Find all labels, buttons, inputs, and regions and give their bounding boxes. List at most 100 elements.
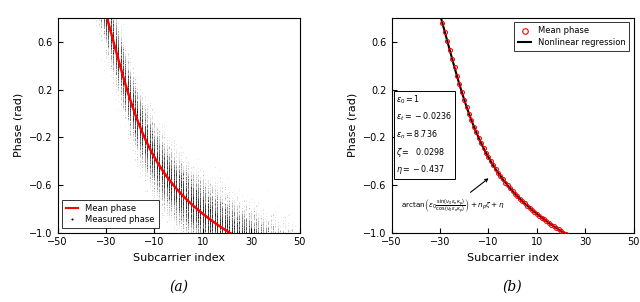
Point xyxy=(166,169,177,174)
Point xyxy=(106,29,116,34)
Point xyxy=(164,175,174,179)
Point xyxy=(236,241,246,246)
Point xyxy=(169,188,179,193)
Point xyxy=(103,20,113,24)
Point xyxy=(169,168,179,173)
Point xyxy=(179,191,189,196)
Point xyxy=(287,263,298,268)
Point xyxy=(157,165,167,170)
Point xyxy=(152,185,162,190)
Point xyxy=(278,253,288,258)
Point xyxy=(171,194,181,199)
Point xyxy=(191,189,201,194)
Point xyxy=(266,247,276,252)
Point xyxy=(241,248,252,252)
Point xyxy=(96,5,106,9)
Point xyxy=(145,132,155,137)
Point xyxy=(227,213,237,217)
Point xyxy=(217,256,227,261)
Point xyxy=(246,260,257,265)
Point xyxy=(222,223,232,228)
Point xyxy=(282,260,292,265)
Point xyxy=(200,211,211,216)
Point xyxy=(166,169,177,174)
Point xyxy=(96,9,106,14)
Point xyxy=(229,209,239,214)
Point xyxy=(234,224,244,229)
Point xyxy=(125,91,135,96)
Point xyxy=(166,192,177,197)
Point xyxy=(140,143,150,148)
Point xyxy=(118,46,128,51)
Point xyxy=(180,198,191,202)
Point xyxy=(200,209,211,214)
Point xyxy=(180,228,191,233)
Point xyxy=(273,251,283,256)
Point xyxy=(248,226,259,231)
Point xyxy=(294,271,305,276)
Point xyxy=(232,212,242,217)
Point xyxy=(195,194,205,199)
Point xyxy=(140,159,150,164)
Point xyxy=(248,243,259,247)
Point xyxy=(176,195,186,200)
Point xyxy=(96,5,106,10)
Point xyxy=(268,252,278,256)
Point xyxy=(113,48,124,53)
Point xyxy=(135,108,145,113)
Point xyxy=(113,88,124,93)
Point xyxy=(123,94,133,99)
Point xyxy=(186,217,196,222)
Point xyxy=(246,265,257,269)
Point xyxy=(273,275,283,279)
Point xyxy=(120,86,131,91)
Point xyxy=(111,36,121,41)
Point xyxy=(234,244,244,249)
Point xyxy=(179,179,189,184)
Point xyxy=(120,100,131,104)
Point xyxy=(115,55,125,59)
Point xyxy=(222,221,232,226)
Point xyxy=(287,264,298,269)
Point xyxy=(239,237,249,242)
Point xyxy=(232,241,242,246)
Point xyxy=(205,207,215,212)
Point xyxy=(268,229,278,234)
Point xyxy=(210,226,220,231)
Point xyxy=(275,251,285,255)
Point xyxy=(193,218,203,223)
Point xyxy=(285,269,295,274)
Point xyxy=(202,220,212,225)
Point xyxy=(123,100,133,104)
Point xyxy=(108,46,118,51)
Point xyxy=(183,188,193,193)
Point xyxy=(268,264,278,268)
Point xyxy=(229,211,239,216)
Point xyxy=(186,206,196,211)
Point xyxy=(246,239,257,243)
Point xyxy=(179,220,189,224)
Point xyxy=(195,227,205,232)
Point xyxy=(183,160,193,165)
Point xyxy=(164,190,174,195)
Point xyxy=(239,266,249,271)
Point xyxy=(260,265,271,270)
Point xyxy=(193,194,203,199)
Point xyxy=(234,247,244,252)
Point xyxy=(287,283,298,288)
Point xyxy=(193,222,203,227)
Point xyxy=(180,199,191,204)
Point xyxy=(164,178,174,182)
Point xyxy=(145,114,155,119)
Point xyxy=(256,247,266,252)
Point xyxy=(169,182,179,186)
Point xyxy=(145,134,155,139)
Point xyxy=(207,234,218,239)
Point xyxy=(244,266,254,271)
Point xyxy=(275,282,285,287)
Point xyxy=(193,183,203,188)
Point xyxy=(290,247,300,252)
Point xyxy=(273,259,283,264)
Point xyxy=(202,216,212,220)
Point xyxy=(193,234,203,239)
